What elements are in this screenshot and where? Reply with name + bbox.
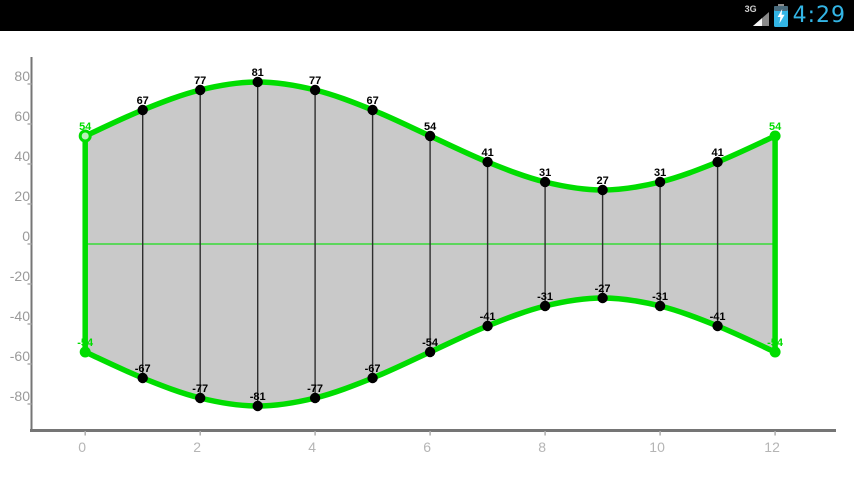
point-value-label: 77: [309, 75, 321, 87]
y-tick-label: -20: [10, 268, 30, 284]
point-value-label: 77: [194, 75, 206, 87]
signal-triangle-icon: [752, 11, 769, 26]
x-tick-label: 4: [308, 439, 316, 455]
data-point: [367, 104, 378, 116]
point-value-label: 54: [424, 121, 437, 133]
point-value-label: 31: [654, 167, 666, 179]
x-tick-label: 0: [78, 439, 86, 455]
data-point: [195, 392, 206, 404]
point-value-label: -54: [77, 337, 94, 349]
status-bar-right-cluster: 3G 4:29: [745, 0, 854, 31]
data-point: [195, 84, 206, 96]
data-point: [539, 300, 551, 312]
data-point: [597, 184, 608, 196]
y-tick-label: 60: [14, 108, 30, 124]
data-point: [424, 346, 436, 358]
data-point: [309, 84, 321, 96]
y-tick-label: -80: [10, 388, 30, 404]
x-tick-label: 8: [538, 439, 546, 455]
data-point: [137, 372, 148, 384]
status-bar[interactable]: 3G 4:29: [0, 0, 854, 31]
point-value-label: -41: [710, 311, 726, 323]
point-value-label: -67: [135, 363, 151, 375]
data-point: [654, 300, 666, 312]
y-tick-label: 20: [14, 188, 30, 204]
data-point: [597, 292, 608, 304]
point-value-label: -31: [537, 291, 553, 303]
data-point-edge: [79, 346, 91, 358]
point-value-label: -77: [192, 383, 208, 395]
point-value-label: 41: [481, 147, 493, 159]
point-value-label: 67: [366, 95, 378, 107]
data-point: [309, 392, 321, 404]
point-value-label: 54: [79, 121, 92, 133]
point-value-label: 81: [252, 67, 264, 79]
data-point: [712, 156, 723, 168]
data-point-edge: [769, 346, 781, 358]
data-point: [424, 130, 436, 142]
point-value-label: 41: [711, 147, 723, 159]
data-point: [252, 76, 263, 88]
point-value-label: -81: [250, 391, 266, 403]
point-value-label: -77: [307, 383, 323, 395]
point-value-label: -54: [422, 337, 439, 349]
point-value-label: -31: [652, 291, 668, 303]
data-point: [482, 156, 493, 168]
point-value-label: -27: [595, 283, 611, 295]
data-point-edge: [769, 130, 781, 142]
data-point: [482, 320, 493, 332]
data-point: [252, 400, 263, 412]
y-tick-label: -40: [10, 308, 30, 324]
data-point: [367, 372, 378, 384]
point-value-label: 54: [769, 121, 782, 133]
point-value-label: -54: [767, 337, 784, 349]
x-tick-label: 6: [423, 439, 431, 455]
point-value-label: 31: [539, 167, 551, 179]
lightning-bolt-icon: [777, 9, 785, 24]
y-tick-label: 0: [22, 228, 30, 244]
data-point: [539, 176, 551, 188]
data-point: [712, 320, 723, 332]
battery-charging-icon: [773, 4, 788, 27]
x-tick-label: 2: [193, 439, 201, 455]
point-value-label: 27: [596, 175, 608, 187]
area-chart[interactable]: 0 2 4 6 8 10 12 80 60 40 20 0 -20 -40 -60 -80 54 67 77 81 77…: [0, 31, 854, 480]
point-value-label: -41: [480, 311, 496, 323]
network-type-label: 3G: [744, 3, 757, 14]
clock-time: 4:29: [792, 3, 846, 28]
data-point: [654, 176, 666, 188]
data-point: [137, 104, 148, 116]
x-tick-label: 12: [764, 439, 780, 455]
signal-strength-icon: 3G: [745, 4, 769, 28]
data-point-start: [78, 129, 92, 143]
y-tick-label: -60: [10, 348, 30, 364]
x-tick-label: 10: [649, 439, 665, 455]
y-tick-label: 80: [14, 68, 30, 84]
point-value-label: -67: [365, 363, 381, 375]
y-tick-label: 40: [14, 148, 30, 164]
point-value-label: 67: [137, 95, 149, 107]
